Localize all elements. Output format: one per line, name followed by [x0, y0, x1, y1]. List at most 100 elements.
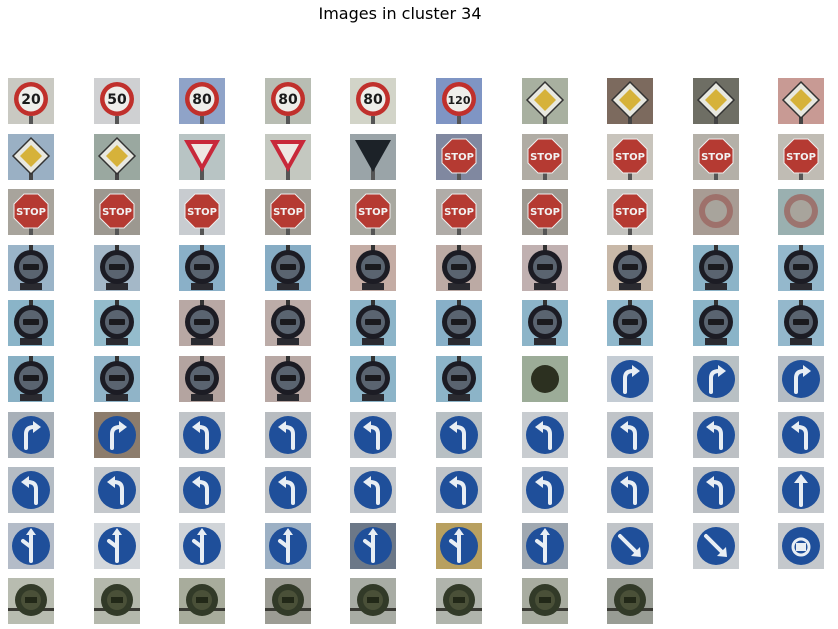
- stop-sign-icon: STOP: [778, 133, 825, 180]
- turn-right-sign-icon: [778, 356, 825, 402]
- svg-text:STOP: STOP: [615, 152, 645, 163]
- stop-sign-icon: STOP: [264, 189, 311, 236]
- cluster-image-yield: [179, 133, 226, 180]
- turn-left-sign-icon: [93, 467, 140, 514]
- cluster-image-turn-right: [8, 411, 54, 458]
- speed-sign-icon: 80: [264, 78, 311, 124]
- truck-sign-icon: [93, 356, 140, 402]
- cluster-image-stop: STOP: [607, 189, 654, 236]
- cluster-image-turn-left: [436, 467, 482, 514]
- dark-sign-sign-icon: [350, 578, 397, 625]
- truck-sign-icon: [264, 300, 311, 347]
- cluster-image-turn-left: [521, 467, 568, 514]
- speed-sign-icon: 80: [179, 78, 226, 124]
- dark-circle-sign-icon: [521, 356, 568, 402]
- speed-sign-icon: 50: [93, 78, 140, 124]
- cluster-image-diag-arrow: [692, 522, 739, 569]
- cluster-image-truck: [179, 244, 226, 291]
- cluster-image-dark-sign: [179, 578, 226, 625]
- turn-left-sign-icon: [778, 411, 825, 458]
- cluster-image-priority: [692, 78, 739, 124]
- cluster-image-turn-left: [692, 411, 739, 458]
- cluster-image-stop: STOP: [436, 133, 482, 180]
- truck-sign-icon: [521, 300, 568, 347]
- cluster-image-dark-sign: [436, 578, 482, 625]
- truck-sign-icon: [692, 244, 739, 291]
- truck-sign-icon: [778, 244, 825, 291]
- svg-text:STOP: STOP: [444, 152, 474, 163]
- cluster-image-turn-left: [778, 411, 825, 458]
- dark-sign-sign-icon: [521, 578, 568, 625]
- fork-sign-icon: [436, 522, 482, 569]
- fork-sign-icon: [8, 522, 54, 569]
- faded-sign-icon: [692, 189, 739, 236]
- cluster-image-speed: 50: [93, 78, 140, 124]
- stop-sign-icon: STOP: [521, 189, 568, 236]
- truck-sign-icon: [436, 300, 482, 347]
- cluster-image-priority: [8, 133, 54, 180]
- yield-sign-icon: [179, 133, 226, 180]
- cluster-image-turn-left: [521, 411, 568, 458]
- svg-text:50: 50: [107, 92, 127, 108]
- svg-text:STOP: STOP: [187, 207, 217, 218]
- svg-text:STOP: STOP: [444, 207, 474, 218]
- cluster-image-truck: [8, 356, 54, 402]
- cluster-image-truck: [179, 356, 226, 402]
- stop-sign-icon: STOP: [8, 189, 54, 236]
- truck-sign-icon: [93, 300, 140, 347]
- svg-text:STOP: STOP: [102, 207, 132, 218]
- cluster-image-stop: STOP: [350, 189, 397, 236]
- svg-text:STOP: STOP: [358, 207, 388, 218]
- turn-right-sign-icon: [8, 411, 54, 458]
- dark-sign-sign-icon: [93, 578, 140, 625]
- svg-text:STOP: STOP: [16, 207, 46, 218]
- cluster-image-fork: [436, 522, 482, 569]
- cluster-image-turn-left: [607, 411, 654, 458]
- svg-text:STOP: STOP: [786, 152, 816, 163]
- fork-sign-icon: [521, 522, 568, 569]
- cluster-image-faded: [692, 189, 739, 236]
- cluster-image-faded: [778, 189, 825, 236]
- cluster-image-turn-left: [264, 411, 311, 458]
- figure-title: Images in cluster 34: [318, 4, 482, 23]
- turn-left-sign-icon: [179, 467, 226, 514]
- turn-left-sign-icon: [179, 411, 226, 458]
- cluster-image-truck: [607, 244, 654, 291]
- speed-sign-icon: 120: [436, 78, 482, 124]
- stop-sign-icon: STOP: [350, 189, 397, 236]
- svg-text:STOP: STOP: [530, 152, 560, 163]
- dark-sign-sign-icon: [264, 578, 311, 625]
- speed-sign-icon: 80: [350, 78, 397, 124]
- svg-text:20: 20: [21, 92, 41, 108]
- truck-sign-icon: [778, 300, 825, 347]
- priority-sign-icon: [93, 133, 140, 180]
- turn-left-sign-icon: [264, 411, 311, 458]
- svg-text:80: 80: [364, 92, 384, 108]
- cluster-image-stop: STOP: [436, 189, 482, 236]
- cluster-image-speed: 120: [436, 78, 482, 124]
- dark-sign-sign-icon: [436, 578, 482, 625]
- truck-sign-icon: [436, 244, 482, 291]
- diag-arrow-sign-icon: [692, 522, 739, 569]
- truck-sign-icon: [436, 356, 482, 402]
- dark-sign-sign-icon: [8, 578, 54, 625]
- cluster-image-dark-sign: [93, 578, 140, 625]
- cluster-image-stop: STOP: [8, 189, 54, 236]
- cluster-image-truck: [8, 244, 54, 291]
- cluster-image-truck: [778, 300, 825, 347]
- turn-left-sign-icon: [264, 467, 311, 514]
- cluster-image-speed: 20: [8, 78, 54, 124]
- cluster-image-truck: [436, 300, 482, 347]
- turn-right-sign-icon: [692, 356, 739, 402]
- cluster-image-fork: [521, 522, 568, 569]
- cluster-image-turn-left: [93, 467, 140, 514]
- cluster-image-stop: STOP: [778, 133, 825, 180]
- cluster-image-fork: [93, 522, 140, 569]
- cluster-image-truck: [436, 356, 482, 402]
- cluster-image-stop: STOP: [521, 133, 568, 180]
- truck-sign-icon: [607, 244, 654, 291]
- priority-sign-icon: [521, 78, 568, 124]
- cluster-image-stop: STOP: [264, 189, 311, 236]
- stop-sign-icon: STOP: [179, 189, 226, 236]
